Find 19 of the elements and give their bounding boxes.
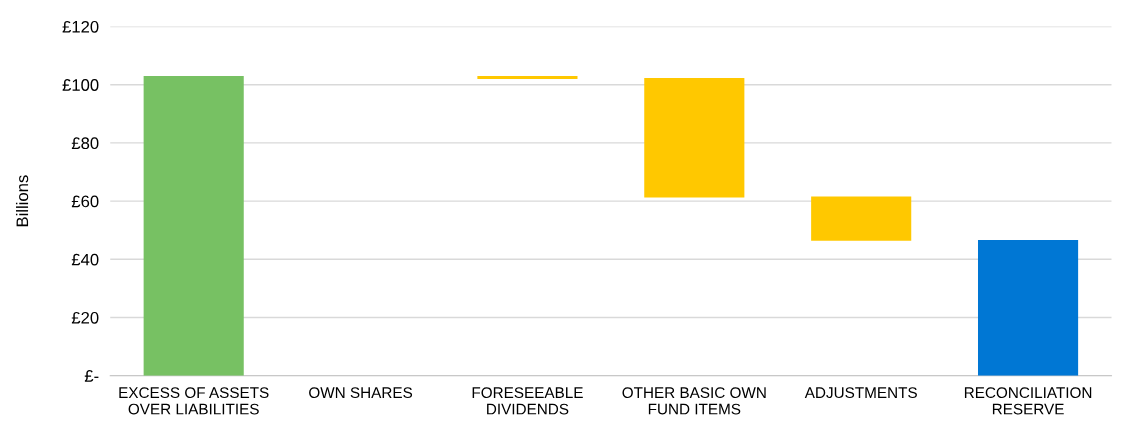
x-tick-label: OTHER BASIC OWN FUND ITEMS	[622, 387, 766, 415]
bar	[477, 75, 578, 79]
bar	[143, 75, 244, 376]
x-tick-label: ADJUSTMENTS	[804, 387, 917, 399]
y-tick-label: £100	[62, 79, 99, 91]
x-tick-label: RECONCILIATION RESERVE	[964, 387, 1092, 415]
x-tick-label: OWN SHARES	[309, 387, 413, 399]
x-tick-label: FORESEEABLE DIVIDENDS	[472, 387, 583, 415]
y-tick-label: £20	[71, 311, 99, 324]
bar	[811, 196, 912, 241]
y-tick-label: £60	[71, 195, 99, 208]
y-tick-label: £40	[71, 253, 99, 266]
bar	[644, 78, 745, 198]
bar	[978, 240, 1079, 376]
x-tick-label: EXCESS OF ASSETS OVER LIABILITIES	[119, 387, 269, 415]
y-tick-label: £80	[71, 137, 99, 150]
y-tick-label: £120	[62, 20, 99, 33]
y-tick-label: £-	[84, 370, 99, 382]
y-axis-title: Billions	[15, 175, 29, 227]
